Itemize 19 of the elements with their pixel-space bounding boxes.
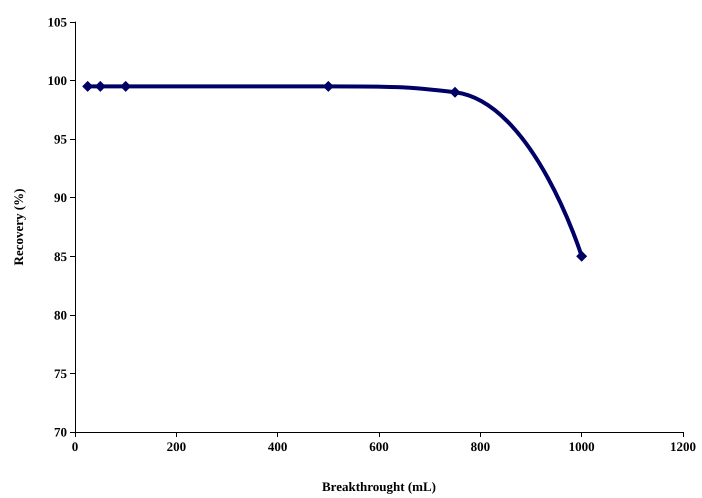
point — [576, 250, 588, 262]
y-tick-label: 80 — [54, 307, 67, 322]
y-tick-label: 100 — [48, 73, 67, 88]
x-tick-label: 1000 — [568, 439, 595, 454]
x-tick-label: 600 — [369, 439, 389, 454]
y-tick-label: 85 — [54, 248, 68, 264]
x-tick-label: 400 — [268, 439, 288, 454]
x-tick-label: 0 — [72, 439, 78, 454]
y-tick-label: 75 — [54, 366, 68, 381]
x-tick-label: 1200 — [670, 439, 696, 454]
y-tick-label: 95 — [54, 132, 68, 147]
y-axis-title: Recovery (%) — [11, 188, 26, 266]
y-tick-label: 70 — [54, 424, 67, 440]
x-axis-title: Breakthrought (mL) — [322, 479, 436, 494]
point — [450, 86, 460, 98]
y-tick-label: 105 — [48, 14, 68, 30]
x-tick-label: 800 — [470, 439, 490, 454]
x-tick-label: 200 — [166, 439, 186, 454]
y-tick-label: 90 — [54, 190, 67, 206]
